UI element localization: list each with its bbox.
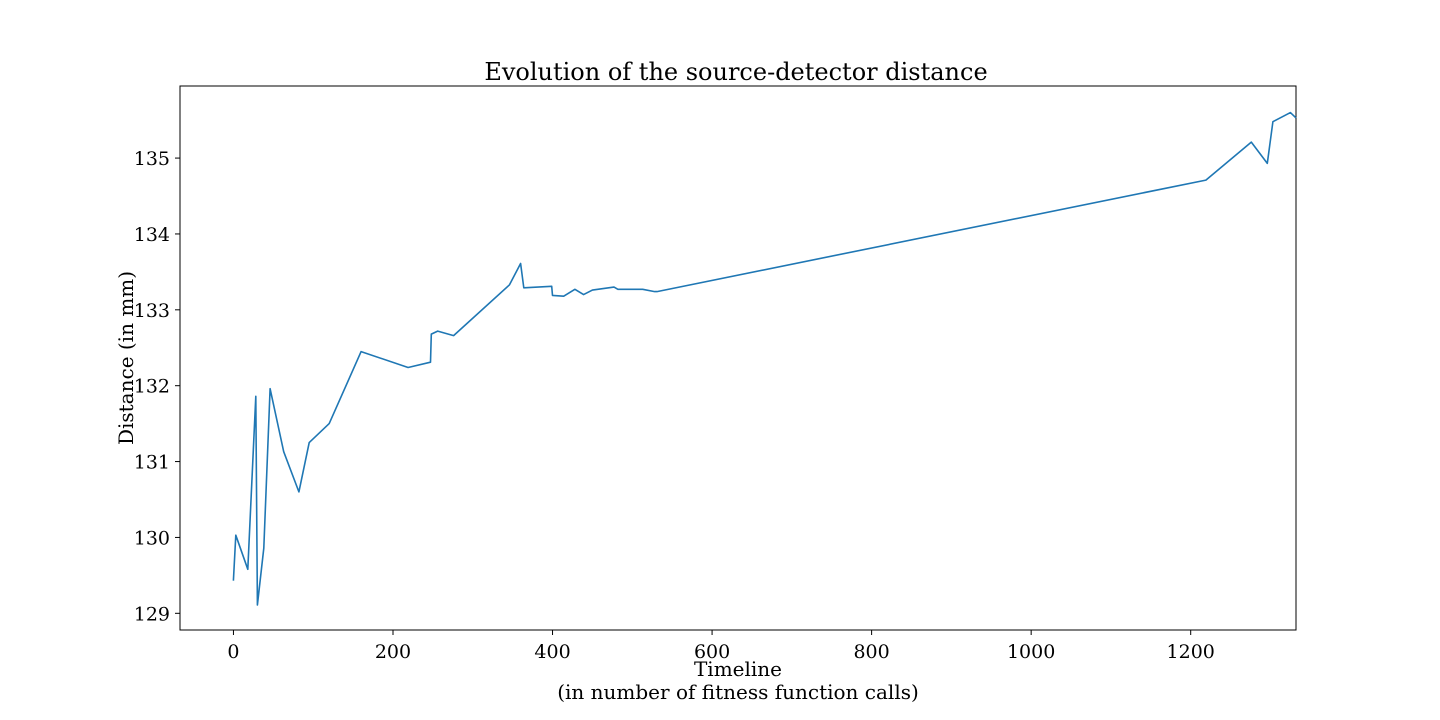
x-axis: 0 200 400 600 800 1000 1200 bbox=[227, 630, 1215, 663]
x-tick-label: 0 bbox=[227, 641, 239, 663]
y-tick-label: 129 bbox=[134, 603, 170, 625]
x-tick-label: 1000 bbox=[1007, 641, 1055, 663]
y-axis: 129 130 131 132 133 134 135 bbox=[134, 148, 180, 625]
y-tick-label: 131 bbox=[134, 452, 170, 474]
x-tick-label: 800 bbox=[853, 641, 889, 663]
y-tick-label: 132 bbox=[134, 376, 170, 398]
x-tick-label: 600 bbox=[694, 641, 730, 663]
series-line bbox=[232, 111, 1297, 606]
x-tick-label: 400 bbox=[534, 641, 570, 663]
y-axis-label: Distance (in mm) bbox=[114, 271, 138, 445]
y-tick-label: 134 bbox=[134, 224, 170, 246]
x-axis-label-subtitle: (in number of fitness function calls) bbox=[557, 680, 919, 704]
y-tick-label: 130 bbox=[134, 527, 170, 549]
chart-title: Evolution of the source-detector distanc… bbox=[484, 58, 987, 86]
y-tick-label: 133 bbox=[134, 300, 170, 322]
plot-area-frame bbox=[179, 85, 1297, 631]
x-axis-label: Timeline bbox=[694, 657, 782, 681]
y-tick-label: 135 bbox=[134, 148, 170, 170]
x-tick-label: 200 bbox=[375, 641, 411, 663]
x-tick-label: 1200 bbox=[1167, 641, 1215, 663]
